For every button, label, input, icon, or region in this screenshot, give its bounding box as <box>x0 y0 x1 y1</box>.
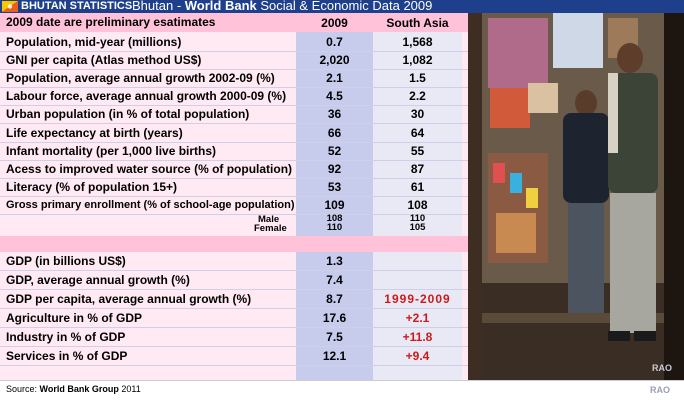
indicator-value-south-asia: 30 <box>410 107 425 121</box>
photo-watermark: RAO <box>652 363 672 373</box>
gdp-label: Services in % of GDP <box>6 349 128 363</box>
indicator-label: GNI per capita (Atlas method US$) <box>6 53 202 67</box>
row-divider <box>0 178 468 179</box>
indicator-value-south-asia: 64 <box>410 126 425 140</box>
row-divider <box>0 346 468 347</box>
indicator-value-south-asia: 1.5 <box>409 71 426 85</box>
indicator-label: Population, mid-year (millions) <box>6 35 182 49</box>
enroll-male-2009: 108 <box>326 213 343 224</box>
indicator-value-south-asia: 55 <box>410 144 425 158</box>
row-divider <box>0 214 468 215</box>
gdp-label: GDP (in billions US$) <box>6 254 126 268</box>
indicator-value-south-asia: 1,568 <box>402 35 433 49</box>
indicator-value-2009: 66 <box>327 126 342 140</box>
gdp-value-2009: 7.4 <box>326 273 343 287</box>
enroll-female-2009: 110 <box>326 222 343 233</box>
footer-bar <box>0 380 684 401</box>
indicator-value-2009: 2,020 <box>319 53 350 67</box>
row-divider <box>0 308 468 309</box>
shop-scene-image <box>468 13 684 380</box>
row-divider <box>0 289 468 290</box>
column-header-south-asia: South Asia <box>386 16 449 30</box>
row-divider <box>0 105 468 106</box>
title-country: Bhutan <box>132 0 174 13</box>
source-note: Source: World Bank Group 2011 <box>6 384 141 394</box>
gdp-value-2009: 8.7 <box>326 292 343 306</box>
estimates-note: 2009 date are preliminary esatimates <box>6 15 216 29</box>
indicator-label: Infant mortality (per 1,000 live births) <box>6 144 217 158</box>
indicator-value-2009: 53 <box>327 180 342 194</box>
gdp-value-south-asia: 1999-2009 <box>384 292 451 306</box>
indicator-label: Labour force, average annual growth 2000… <box>6 89 287 103</box>
row-divider <box>0 270 468 271</box>
gdp-value-2009: 12.1 <box>322 349 347 363</box>
enroll-male-label: Male <box>258 214 280 225</box>
gdp-label: GDP per capita, average annual growth (%… <box>6 292 252 306</box>
title-rest: Social & Economic Data 2009 <box>256 0 433 13</box>
title-separator: - <box>173 0 185 13</box>
section-separator-band <box>0 236 468 252</box>
indicator-label: Urban population (in % of total populati… <box>6 107 250 121</box>
gdp-label: Agriculture in % of GDP <box>6 311 143 325</box>
gdp-value-south-asia: +9.4 <box>405 349 430 363</box>
shop-photo: RAO <box>468 13 684 380</box>
indicator-value-south-asia: 1,082 <box>402 53 433 67</box>
source-org: World Bank Group <box>39 384 119 394</box>
indicator-value-south-asia: 108 <box>407 198 428 212</box>
row-divider <box>0 142 468 143</box>
row-divider <box>0 196 468 197</box>
gdp-label: Industry in % of GDP <box>6 330 126 344</box>
bhutan-flag-icon <box>2 1 18 12</box>
indicator-value-2009: 109 <box>324 198 345 212</box>
row-divider <box>0 160 468 161</box>
row-divider <box>0 51 468 52</box>
indicator-value-2009: 92 <box>327 162 342 176</box>
enroll-male-south-asia: 110 <box>409 213 426 224</box>
gdp-value-2009: 17.6 <box>322 311 347 325</box>
gdp-label: GDP, average annual growth (%) <box>6 273 190 287</box>
indicator-value-2009: 0.7 <box>326 35 343 49</box>
indicator-value-south-asia: 2.2 <box>409 89 426 103</box>
indicator-label: Life expectancy at birth (years) <box>6 126 183 140</box>
page-title: Bhutan - World Bank Social & Economic Da… <box>132 0 432 12</box>
footer-watermark: RAO <box>650 385 670 395</box>
indicator-value-2009: 36 <box>327 107 342 121</box>
source-label: Source: <box>6 384 38 394</box>
indicator-value-2009: 2.1 <box>326 71 343 85</box>
indicator-value-2009: 52 <box>327 144 342 158</box>
enroll-female-south-asia: 105 <box>409 222 426 233</box>
gdp-value-2009: 1.3 <box>326 254 343 268</box>
row-divider <box>0 365 468 366</box>
table-header-row <box>0 13 468 32</box>
indicator-label: Acess to improved water source (% of pop… <box>6 162 293 176</box>
column-header-2009: 2009 <box>321 16 348 30</box>
row-divider <box>0 327 468 328</box>
indicator-value-south-asia: 87 <box>410 162 425 176</box>
indicator-label: Gross primary enrollment (% of school-ag… <box>6 199 295 211</box>
row-divider <box>0 123 468 124</box>
row-divider <box>0 87 468 88</box>
indicator-label: Population, average annual growth 2002-0… <box>6 71 275 85</box>
gdp-value-south-asia: +11.8 <box>402 330 433 344</box>
source-year: 2011 <box>121 384 141 394</box>
indicator-value-south-asia: 61 <box>410 180 425 194</box>
title-bar: BHUTAN STATISTICS Bhutan - World Bank So… <box>0 0 684 13</box>
indicator-label: Literacy (% of population 15+) <box>6 180 178 194</box>
brand-label: BHUTAN STATISTICS <box>21 0 133 12</box>
enroll-female-label: Female <box>254 223 287 234</box>
title-org: World Bank <box>184 0 257 13</box>
row-divider <box>0 69 468 70</box>
indicator-value-2009: 4.5 <box>326 89 343 103</box>
gdp-value-south-asia: +2.1 <box>405 311 430 325</box>
gdp-value-2009: 7.5 <box>326 330 343 344</box>
